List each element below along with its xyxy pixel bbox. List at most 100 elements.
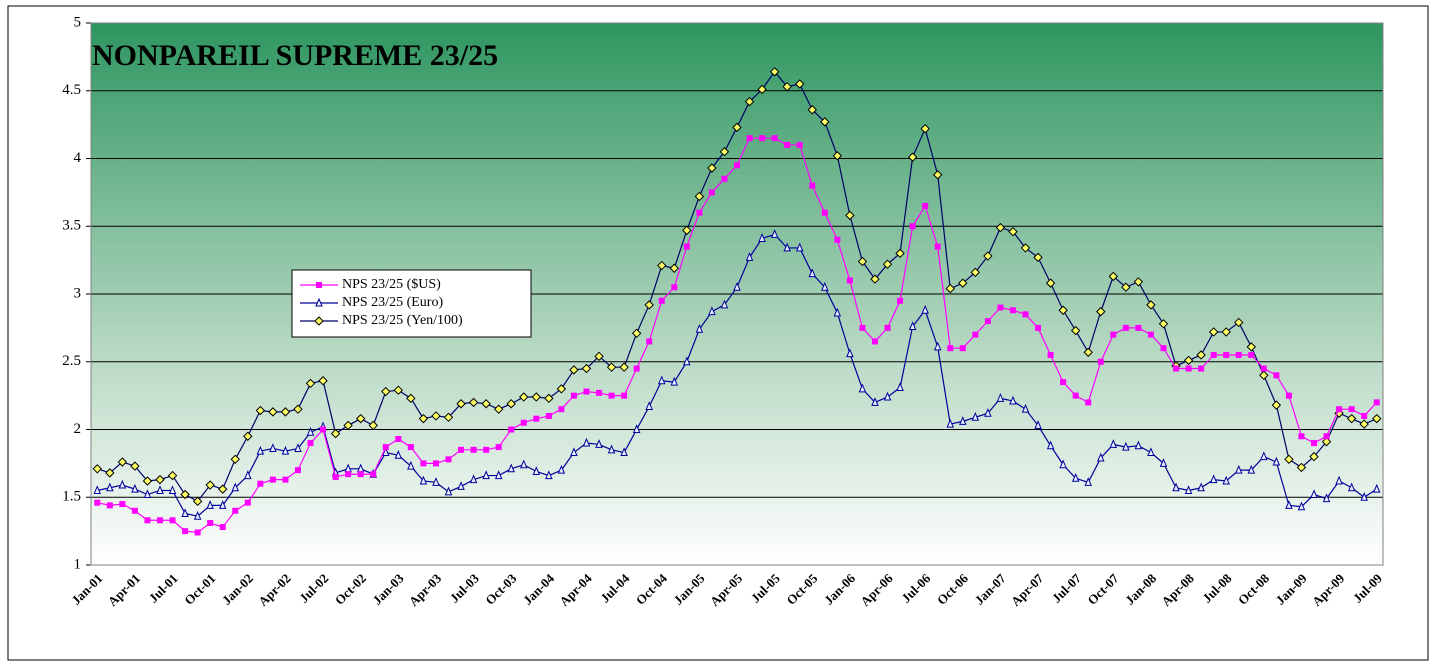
marker: [807, 105, 817, 115]
marker: [708, 306, 716, 316]
marker: [1035, 324, 1042, 331]
marker: [570, 447, 578, 457]
marker: [156, 485, 164, 494]
marker: [314, 316, 324, 326]
marker: [305, 378, 316, 389]
marker: [1196, 350, 1206, 360]
marker: [970, 267, 981, 278]
marker: [795, 79, 805, 89]
marker: [544, 393, 554, 404]
marker: [106, 502, 113, 509]
marker: [92, 464, 102, 474]
marker: [1185, 365, 1192, 372]
marker: [168, 485, 177, 494]
marker: [646, 338, 653, 345]
marker: [432, 460, 439, 467]
marker: [407, 444, 414, 451]
marker: [746, 135, 753, 142]
marker: [218, 484, 228, 494]
marker: [1008, 226, 1018, 237]
marker: [1070, 325, 1081, 336]
marker: [381, 386, 391, 397]
legend-label: NPS 23/25 ($US): [342, 277, 441, 292]
marker: [506, 399, 516, 409]
marker: [771, 135, 778, 142]
y-tick-label: 3: [74, 285, 82, 301]
marker: [821, 281, 829, 291]
marker: [243, 431, 253, 441]
marker: [582, 437, 591, 447]
marker: [219, 524, 226, 531]
marker: [307, 440, 314, 447]
marker: [507, 463, 515, 473]
marker: [370, 471, 377, 478]
marker: [796, 141, 803, 148]
marker: [545, 470, 553, 480]
marker: [620, 447, 628, 457]
marker: [871, 397, 879, 406]
marker: [194, 529, 201, 536]
y-tick-label: 5: [74, 14, 82, 30]
marker: [984, 318, 991, 325]
marker: [1221, 327, 1231, 337]
marker: [845, 210, 855, 221]
marker: [631, 328, 642, 339]
marker: [846, 348, 854, 358]
marker: [182, 528, 189, 535]
marker: [382, 444, 389, 451]
marker: [644, 300, 654, 310]
marker: [470, 446, 477, 453]
marker: [1033, 252, 1043, 263]
marker: [269, 476, 276, 483]
marker: [445, 456, 452, 463]
marker: [118, 479, 127, 489]
plot-border: [90, 22, 1384, 566]
marker: [1285, 392, 1292, 399]
marker: [694, 191, 705, 202]
marker: [320, 426, 327, 433]
marker: [820, 117, 830, 127]
marker: [757, 84, 767, 95]
marker: [821, 209, 828, 216]
marker: [594, 351, 604, 362]
marker: [156, 517, 163, 524]
marker: [1248, 351, 1255, 358]
marker: [834, 236, 841, 243]
marker: [443, 412, 454, 423]
marker: [783, 242, 791, 252]
marker: [382, 447, 390, 457]
marker: [1122, 441, 1130, 451]
marker: [169, 517, 176, 524]
marker: [795, 242, 804, 252]
marker: [657, 260, 667, 271]
marker: [1083, 347, 1093, 357]
marker: [1284, 454, 1294, 465]
marker: [683, 356, 691, 366]
marker: [1096, 306, 1106, 317]
marker: [494, 470, 503, 480]
marker: [1348, 406, 1355, 413]
marker: [94, 499, 101, 506]
y-tick-label: 4.5: [62, 82, 81, 98]
marker: [206, 500, 214, 509]
marker: [393, 385, 404, 395]
marker: [431, 411, 441, 421]
marker: [808, 268, 817, 278]
marker: [621, 392, 628, 399]
marker: [117, 457, 128, 467]
marker: [255, 405, 266, 416]
marker: [1321, 436, 1332, 447]
marker: [1372, 413, 1382, 424]
marker: [809, 182, 816, 189]
marker: [469, 474, 478, 484]
marker: [1197, 482, 1205, 492]
marker: [696, 209, 703, 216]
marker: [671, 284, 678, 291]
marker: [695, 323, 704, 333]
marker: [143, 489, 152, 499]
marker: [1072, 392, 1079, 399]
legend-label: NPS 23/25 (Euro): [342, 295, 443, 310]
marker: [1273, 372, 1280, 379]
marker: [1160, 345, 1167, 352]
marker: [119, 501, 126, 508]
